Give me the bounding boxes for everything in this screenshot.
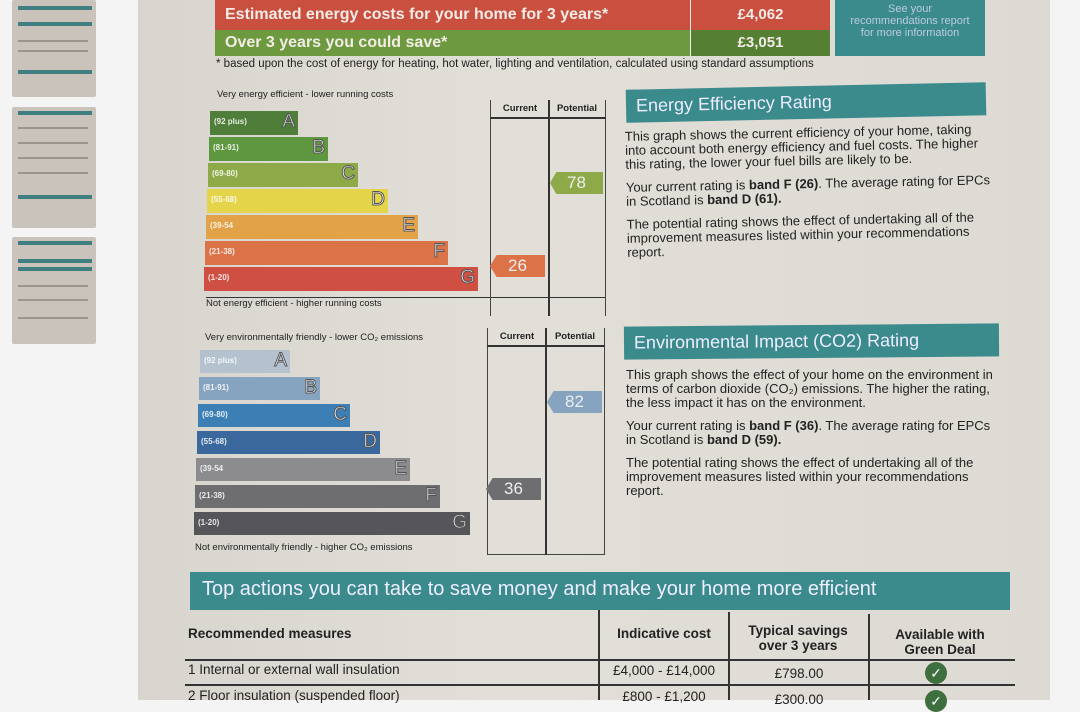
band-range: (21-38) — [209, 247, 235, 256]
row-measure: 1 Internal or external wall insulation — [188, 662, 400, 677]
band-letter: C — [333, 404, 348, 426]
env-band-f: (21-38) F — [195, 485, 440, 508]
row-cost: £4,000 - £14,000 — [612, 663, 716, 678]
band-range: (55-68) — [201, 437, 227, 446]
env-p3: The potential rating shows the effect of… — [626, 455, 974, 498]
estimated-costs-value: £4,062 — [690, 0, 830, 30]
band-range: (21-38) — [199, 491, 225, 500]
env-current-band: band F (36) — [749, 418, 819, 433]
band-letter: A — [282, 111, 296, 133]
band-range: (69-80) — [212, 169, 238, 178]
band-range: (81-91) — [203, 383, 229, 392]
energy-current-header: Current — [502, 103, 538, 114]
energy-current-arrow: 26 — [490, 255, 545, 277]
band-range: (1-20) — [198, 518, 220, 527]
env-potential-header: Potential — [554, 331, 596, 342]
env-average-band: band D (59). — [706, 432, 782, 447]
thumbnail-page-3[interactable] — [12, 237, 96, 344]
row-measure: 2 Floor insulation (suspended floor) — [188, 688, 400, 703]
header-cost: Indicative cost — [617, 626, 711, 641]
footnote: * based upon the cost of energy for heat… — [216, 58, 814, 70]
energy-band-d: (55-68) D — [207, 189, 388, 213]
energy-p2: Your current rating is band F (26). The … — [626, 172, 997, 209]
band-range: (92 plus) — [204, 356, 237, 365]
env-p2: Your current rating is band F (36). The … — [626, 419, 996, 447]
band-letter: G — [460, 267, 476, 289]
energy-band-b: (81-91) B — [209, 137, 328, 161]
energy-band-f: (21-38) F — [205, 241, 448, 265]
env-p1: This graph shows the effect of your home… — [626, 367, 993, 410]
savings-row: Over 3 years you could save* £3,051 — [215, 30, 830, 56]
energy-top-caption: Very energy efficient - lower running co… — [217, 89, 394, 100]
env-rating-title: Environmental Impact (CO2) Rating — [623, 323, 1000, 360]
energy-p1: This graph shows the current efficiency … — [624, 121, 979, 172]
savings-value: £3,051 — [690, 30, 830, 56]
env-p2c: . The average rating for EPCs in Scotlan… — [626, 418, 991, 447]
env-band-c: (69-80) C — [198, 404, 350, 427]
env-band-e: (39-54 E — [196, 458, 410, 481]
band-letter: E — [394, 458, 408, 480]
env-p2a: Your current rating is — [626, 418, 750, 433]
energy-band-e: (39-54 E — [206, 215, 418, 239]
band-letter: F — [433, 241, 446, 263]
thumbnail-page-1[interactable] — [12, 0, 96, 97]
energy-band-g: (1-20) G — [204, 267, 478, 291]
env-band-d: (55-68) D — [197, 431, 380, 454]
env-current-header: Current — [499, 331, 535, 342]
env-current-arrow: 36 — [486, 478, 541, 500]
energy-band-c: (69-80) C — [208, 163, 358, 187]
energy-bottom-caption: Not energy efficient - higher running co… — [206, 297, 606, 309]
band-range: (55-68) — [211, 195, 237, 204]
band-letter: G — [452, 512, 468, 534]
energy-current-band: band F (26) — [748, 175, 819, 193]
check-icon: ✓ — [925, 662, 947, 684]
band-range: (81-91) — [213, 143, 239, 152]
band-range: (39-54 — [200, 464, 224, 473]
band-range: (92 plus) — [214, 117, 247, 126]
band-letter: D — [371, 189, 386, 211]
estimated-costs-row: Estimated energy costs for your home for… — [215, 0, 830, 30]
env-potential-arrow: 82 — [547, 391, 602, 413]
env-top-caption: Very environmentally friendly - lower CO… — [205, 332, 424, 343]
estimated-costs-label: Estimated energy costs for your home for… — [225, 6, 609, 23]
band-letter: F — [425, 485, 438, 507]
band-letter: B — [304, 377, 318, 399]
band-letter: B — [312, 137, 326, 159]
header-savings: Typical savings over 3 years — [748, 623, 848, 653]
energy-potential-arrow: 78 — [550, 172, 603, 194]
check-icon: ✓ — [925, 690, 947, 712]
env-band-g: (1-20) G — [194, 512, 470, 535]
header-measures: Recommended measures — [188, 626, 352, 641]
band-letter: A — [274, 350, 288, 372]
recommendations-note: See your recommendations report for more… — [835, 0, 985, 56]
energy-rating-text: This graph shows the current efficiency … — [625, 122, 998, 260]
band-range: (39-54 — [210, 221, 234, 230]
energy-potential-header: Potential — [556, 103, 598, 114]
row-savings: £798.00 — [774, 666, 824, 681]
env-band-a: (92 plus) A — [200, 350, 290, 373]
energy-average-band: band D (61). — [706, 190, 782, 208]
energy-band-a: (92 plus) A — [210, 111, 298, 135]
thumbnail-page-2[interactable] — [12, 107, 96, 228]
header-green-deal: Available with Green Deal — [895, 627, 985, 657]
band-letter: D — [363, 431, 378, 453]
band-letter: E — [402, 215, 416, 237]
row-cost: £800 - £1,200 — [622, 689, 706, 704]
top-actions-title: Top actions you can take to save money a… — [190, 572, 1010, 610]
energy-columns — [490, 100, 606, 316]
energy-p3: The potential rating shows the effect of… — [626, 209, 975, 260]
band-letter: C — [341, 163, 356, 185]
env-bottom-caption: Not environmentally friendly - higher CO… — [195, 542, 413, 553]
env-rating-text: This graph shows the effect of your home… — [626, 368, 996, 498]
band-range: (69-80) — [202, 410, 228, 419]
band-range: (1-20) — [208, 273, 230, 282]
env-band-b: (81-91) B — [199, 377, 320, 400]
savings-label: Over 3 years you could save* — [225, 34, 448, 51]
